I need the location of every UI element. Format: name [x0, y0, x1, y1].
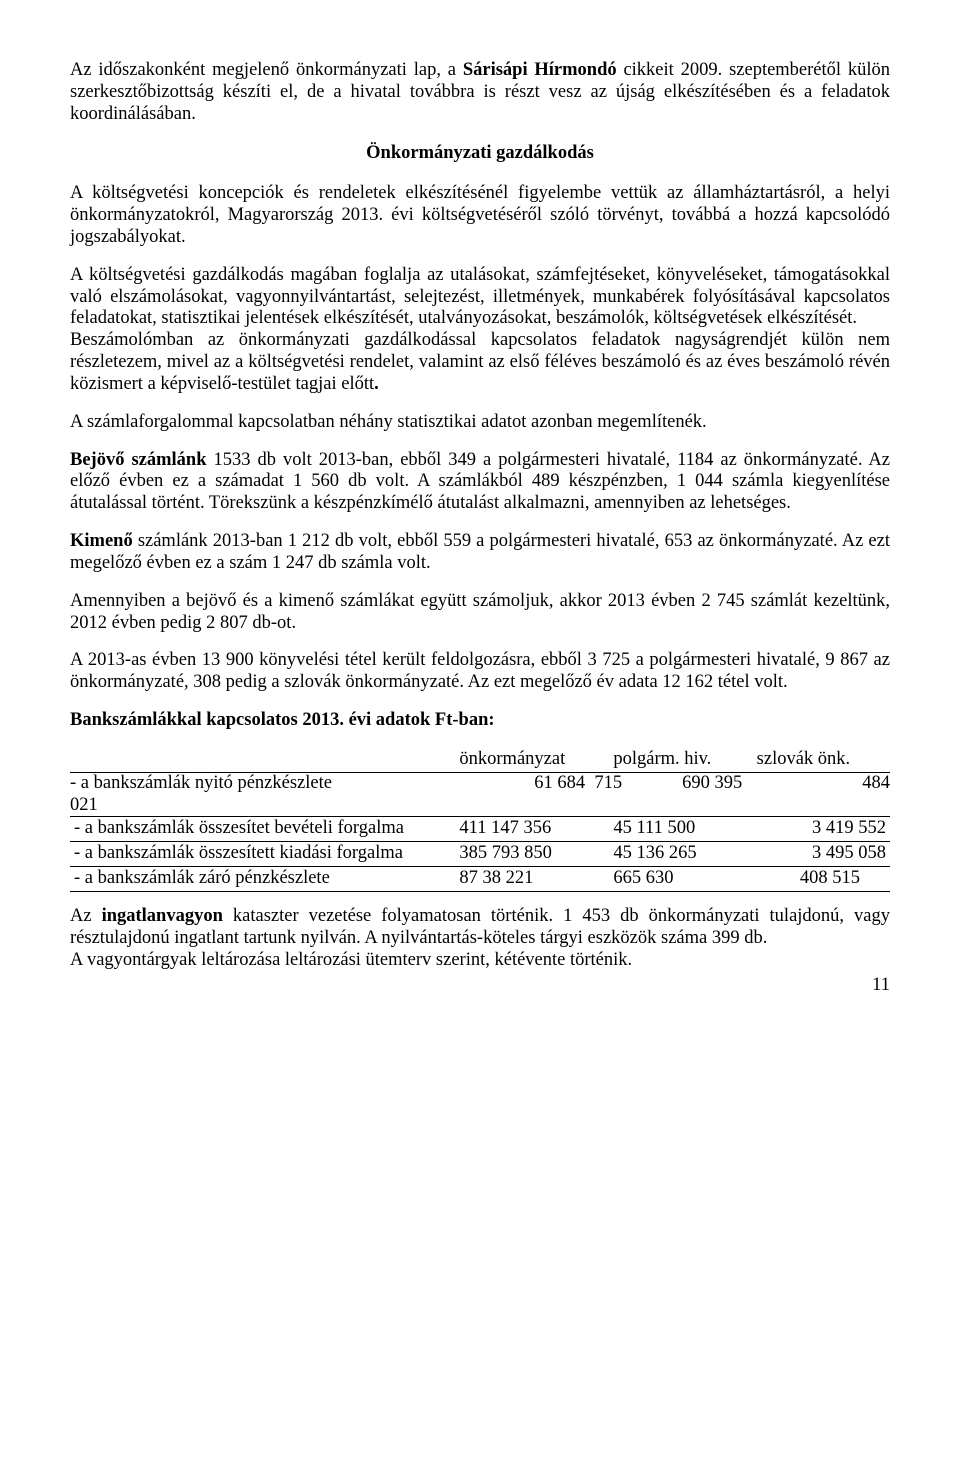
- para: A számlaforgalommal kapcsolatban néhány …: [70, 412, 890, 434]
- cell-value: 484: [862, 773, 890, 795]
- bold-text: ingatlanvagyon: [102, 906, 223, 926]
- section-heading: Önkormányzati gazdálkodás: [70, 143, 890, 165]
- table-row: - a bankszámlák nyitó pénzkészlete 61 68…: [70, 772, 890, 817]
- bank-accounts-table: önkormányzat polgárm. hiv. szlovák önk. …: [70, 748, 890, 892]
- para-heading: Bankszámlákkal kapcsolatos 2013. évi ada…: [70, 710, 890, 732]
- cell-value: 61 684: [534, 773, 585, 793]
- page-number: 11: [70, 975, 890, 997]
- bold-text: .: [374, 374, 379, 394]
- table-row: - a bankszámlák összesített kiadási forg…: [70, 842, 890, 867]
- para: A költségvetési koncepciók és rendeletek…: [70, 183, 890, 248]
- cell-value: 3 419 552: [753, 817, 890, 842]
- cell-value: 411 147 356: [455, 817, 609, 842]
- cell-value: 87 38 221: [455, 867, 609, 892]
- para: A 2013-as évben 13 900 könyvelési tétel …: [70, 650, 890, 694]
- text: számlánk 2013-ban 1 212 db volt, ebből 5…: [70, 531, 890, 573]
- text: Beszámolómban az önkormányzati gazdálkod…: [70, 330, 890, 394]
- para: Az ingatlanvagyon kataszter vezetése fol…: [70, 906, 890, 950]
- cell-value: 665 630: [609, 867, 752, 892]
- table-header-row: önkormányzat polgárm. hiv. szlovák önk.: [70, 748, 890, 772]
- para: Kimenő számlánk 2013-ban 1 212 db volt, …: [70, 531, 890, 575]
- cell-value: 45 136 265: [609, 842, 752, 867]
- table-row: - a bankszámlák záró pénzkészlete 87 38 …: [70, 867, 890, 892]
- cell-label-cont: 021: [70, 795, 890, 817]
- col-header: önkormányzat: [455, 748, 609, 772]
- para-intro: Az időszakonként megjelenő önkormányzati…: [70, 60, 890, 125]
- cell-label: - a bankszámlák összesítet bevételi forg…: [70, 817, 455, 842]
- cell-value: 385 793 850: [455, 842, 609, 867]
- para: Amennyiben a bejövő és a kimenő számláka…: [70, 591, 890, 635]
- col-header: polgárm. hiv.: [609, 748, 752, 772]
- bold-text: Sárisápi Hírmondó: [463, 60, 617, 80]
- cell-value: 715: [594, 773, 622, 793]
- para: Bejövő számlánk 1533 db volt 2013-ban, e…: [70, 450, 890, 515]
- text: Az időszakonként megjelenő önkormányzati…: [70, 60, 463, 80]
- text: Az: [70, 906, 102, 926]
- col-header: szlovák önk.: [753, 748, 890, 772]
- cell-value: 408 515: [753, 867, 890, 892]
- cell-label: - a bankszámlák nyitó pénzkészlete: [70, 773, 332, 795]
- bold-text: Bejövő számlánk: [70, 450, 207, 470]
- cell-label: - a bankszámlák összesített kiadási forg…: [70, 842, 455, 867]
- cell-value: 690 395: [682, 773, 742, 793]
- cell-value: 3 495 058: [753, 842, 890, 867]
- para: Beszámolómban az önkormányzati gazdálkod…: [70, 330, 890, 395]
- bold-text: Kimenő: [70, 531, 133, 551]
- table-row: - a bankszámlák összesítet bevételi forg…: [70, 817, 890, 842]
- cell-value: 45 111 500: [609, 817, 752, 842]
- para: A költségvetési gazdálkodás magában fogl…: [70, 265, 890, 330]
- cell-label: - a bankszámlák záró pénzkészlete: [70, 867, 455, 892]
- para: A vagyontárgyak leltározása leltározási …: [70, 950, 890, 972]
